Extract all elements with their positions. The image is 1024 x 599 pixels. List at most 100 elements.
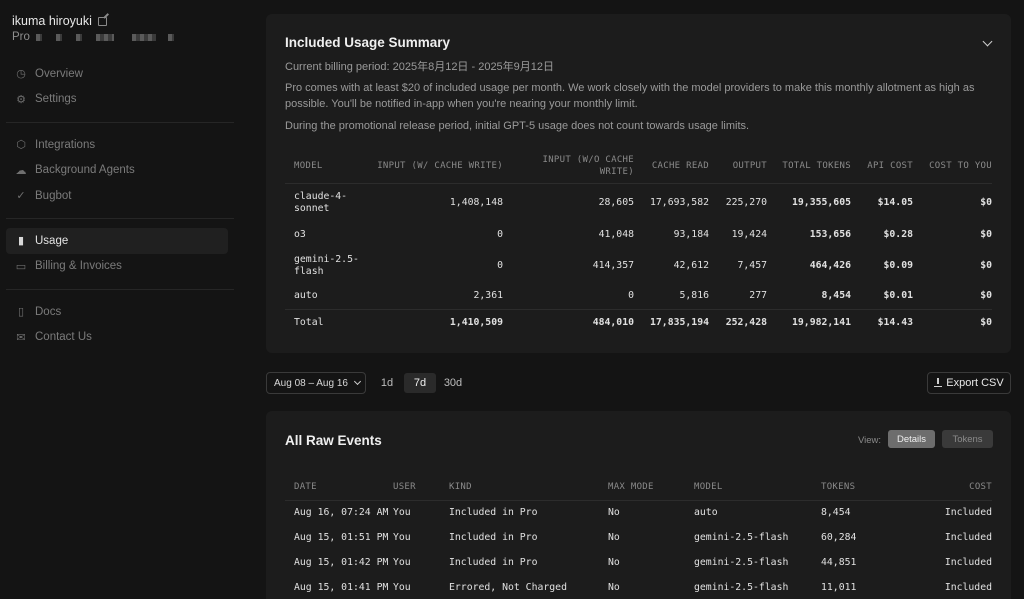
- nav-item-background-agents[interactable]: ☁ Background Agents: [6, 158, 228, 184]
- table-cell: Included in Pro: [449, 531, 538, 543]
- date-range-value: Aug 08 – Aug 16: [274, 377, 348, 389]
- redacted-email-mask: [75, 33, 82, 41]
- table-row: auto 2,361 0 5,816 277 8,454 $0.01 $0: [285, 284, 992, 309]
- nav-group-account: ◷ Overview ⚙ Settings: [6, 61, 228, 112]
- column-header: INPUT (W/O CACHE WRITE): [542, 155, 634, 178]
- range-1d-button[interactable]: 1d: [380, 377, 394, 389]
- nav-item-label: Background Agents: [35, 164, 135, 177]
- gear-icon: ⚙: [16, 93, 26, 106]
- range-7d-button[interactable]: 7d: [404, 373, 436, 393]
- nav-group-help: ▯ Docs ✉ Contact Us: [6, 299, 228, 350]
- clock-icon: ◷: [16, 68, 26, 81]
- table-row[interactable]: Aug 15, 01:41 PM You Errored, Not Charge…: [285, 575, 992, 599]
- table-cell: No: [608, 531, 620, 543]
- table-cell: Included: [944, 531, 992, 543]
- table-cell: 8,454: [821, 506, 851, 518]
- chevron-down-icon[interactable]: [982, 36, 993, 47]
- raw-events-card: All Raw Events View: Details Tokens DATE…: [266, 411, 1011, 599]
- table-cell: 1,408,148: [449, 196, 503, 208]
- table-cell: No: [608, 581, 620, 593]
- table-cell: claude-4-sonnet: [294, 190, 348, 214]
- table-cell: 0: [497, 259, 503, 271]
- table-cell: 19,424: [731, 228, 767, 240]
- column-header: KIND: [449, 481, 472, 492]
- table-cell: 252,428: [725, 316, 767, 328]
- table-cell: 28,605: [598, 196, 634, 208]
- column-header: API COST: [867, 161, 913, 172]
- table-cell: 11,011: [821, 581, 857, 593]
- promo-note: During the promotional release period, i…: [285, 120, 750, 132]
- plan-label: Pro: [12, 31, 30, 43]
- table-row: claude-4-sonnet 1,408,148 28,605 17,693,…: [285, 183, 992, 222]
- table-cell: Aug 15, 01:42 PM: [294, 556, 389, 568]
- column-header: INPUT (W/ CACHE WRITE): [377, 161, 503, 172]
- table-cell: $0.01: [883, 290, 914, 302]
- table-cell: o3: [294, 228, 306, 240]
- edit-icon[interactable]: [97, 16, 107, 26]
- bar-chart-icon: ▮: [17, 235, 25, 248]
- table-cell: $0: [980, 290, 992, 302]
- table-row[interactable]: Aug 15, 01:42 PM You Included in Pro No …: [285, 550, 992, 575]
- usage-summary-table: MODEL INPUT (W/ CACHE WRITE) INPUT (W/O …: [285, 150, 992, 336]
- table-total-row: Total 1,410,509 484,010 17,835,194 252,4…: [285, 309, 992, 336]
- table-row[interactable]: Aug 15, 01:51 PM You Included in Pro No …: [285, 525, 992, 550]
- table-cell: Included: [944, 556, 992, 568]
- nav-item-bugbot[interactable]: ✓ Bugbot: [6, 183, 228, 209]
- nav-item-integrations[interactable]: ⬡ Integrations: [6, 132, 228, 158]
- table-cell: 7,457: [737, 259, 768, 271]
- cube-icon: ⬡: [16, 139, 26, 152]
- table-cell: $0: [980, 196, 992, 208]
- view-details-toggle[interactable]: Details: [888, 430, 935, 448]
- table-cell: You: [393, 506, 411, 518]
- table-cell: Aug 15, 01:41 PM: [294, 581, 389, 593]
- table-cell: Included: [944, 506, 992, 518]
- events-title: All Raw Events: [285, 433, 382, 448]
- view-tokens-toggle[interactable]: Tokens: [942, 430, 993, 448]
- table-cell: No: [608, 556, 620, 568]
- user-name: ikuma hiroyuki: [12, 14, 92, 28]
- table-cell: 93,184: [673, 228, 709, 240]
- column-header: OUTPUT: [732, 161, 767, 172]
- redacted-email-mask: [95, 33, 114, 41]
- nav-item-settings[interactable]: ⚙ Settings: [6, 87, 228, 113]
- nav-item-label: Settings: [35, 93, 77, 106]
- table-cell: 19,355,605: [792, 196, 851, 208]
- table-cell: Included in Pro: [449, 506, 538, 518]
- date-range-select[interactable]: Aug 08 – Aug 16: [266, 372, 366, 394]
- nav-item-overview[interactable]: ◷ Overview: [6, 61, 228, 87]
- range-30d-button[interactable]: 30d: [443, 377, 463, 389]
- nav-item-label: Contact Us: [35, 331, 92, 344]
- table-cell: 42,612: [673, 259, 709, 271]
- table-header-row: DATE USER KIND MAX MODE MODEL TOKENS COS…: [285, 474, 992, 500]
- table-cell: $14.05: [877, 196, 913, 208]
- summary-description: Pro comes with at least $20 of included …: [285, 82, 975, 110]
- nav-item-label: Billing & Invoices: [35, 260, 122, 273]
- column-header: MAX MODE: [608, 481, 654, 492]
- table-cell: 41,048: [598, 228, 634, 240]
- table-cell: 0: [497, 228, 503, 240]
- nav-item-label: Docs: [35, 305, 62, 318]
- table-cell: 464,426: [809, 259, 851, 271]
- nav-item-docs[interactable]: ▯ Docs: [6, 299, 228, 325]
- nav-group-tools: ⬡ Integrations ☁ Background Agents ✓ Bug…: [6, 132, 228, 209]
- table-cell: 17,835,194: [650, 316, 709, 328]
- nav-item-usage[interactable]: ▮ Usage: [6, 228, 228, 254]
- export-csv-button[interactable]: Export CSV: [927, 372, 1011, 394]
- nav-item-billing-invoices[interactable]: ▭ Billing & Invoices: [6, 254, 228, 280]
- billing-period: Current billing period: 2025年8月12日 - 202…: [285, 61, 555, 73]
- table-row[interactable]: Aug 16, 07:24 AM You Included in Pro No …: [285, 500, 992, 525]
- table-cell: 5,816: [679, 290, 710, 302]
- table-cell: Errored, Not Charged: [449, 581, 567, 593]
- nav-item-contact-us[interactable]: ✉ Contact Us: [6, 325, 228, 351]
- redacted-email-mask: [55, 33, 62, 41]
- table-cell: auto: [694, 506, 718, 518]
- column-header: DATE: [294, 481, 317, 492]
- table-cell: $0: [980, 228, 992, 240]
- table-cell: auto: [294, 290, 318, 302]
- table-cell: $0: [980, 316, 992, 328]
- chevron-down-icon: [353, 377, 362, 386]
- table-cell: gemini-2.5-flash: [694, 531, 789, 543]
- table-cell: 484,010: [592, 316, 634, 328]
- table-cell: You: [393, 581, 411, 593]
- usage-summary-card: Included Usage Summary Current billing p…: [266, 14, 1011, 353]
